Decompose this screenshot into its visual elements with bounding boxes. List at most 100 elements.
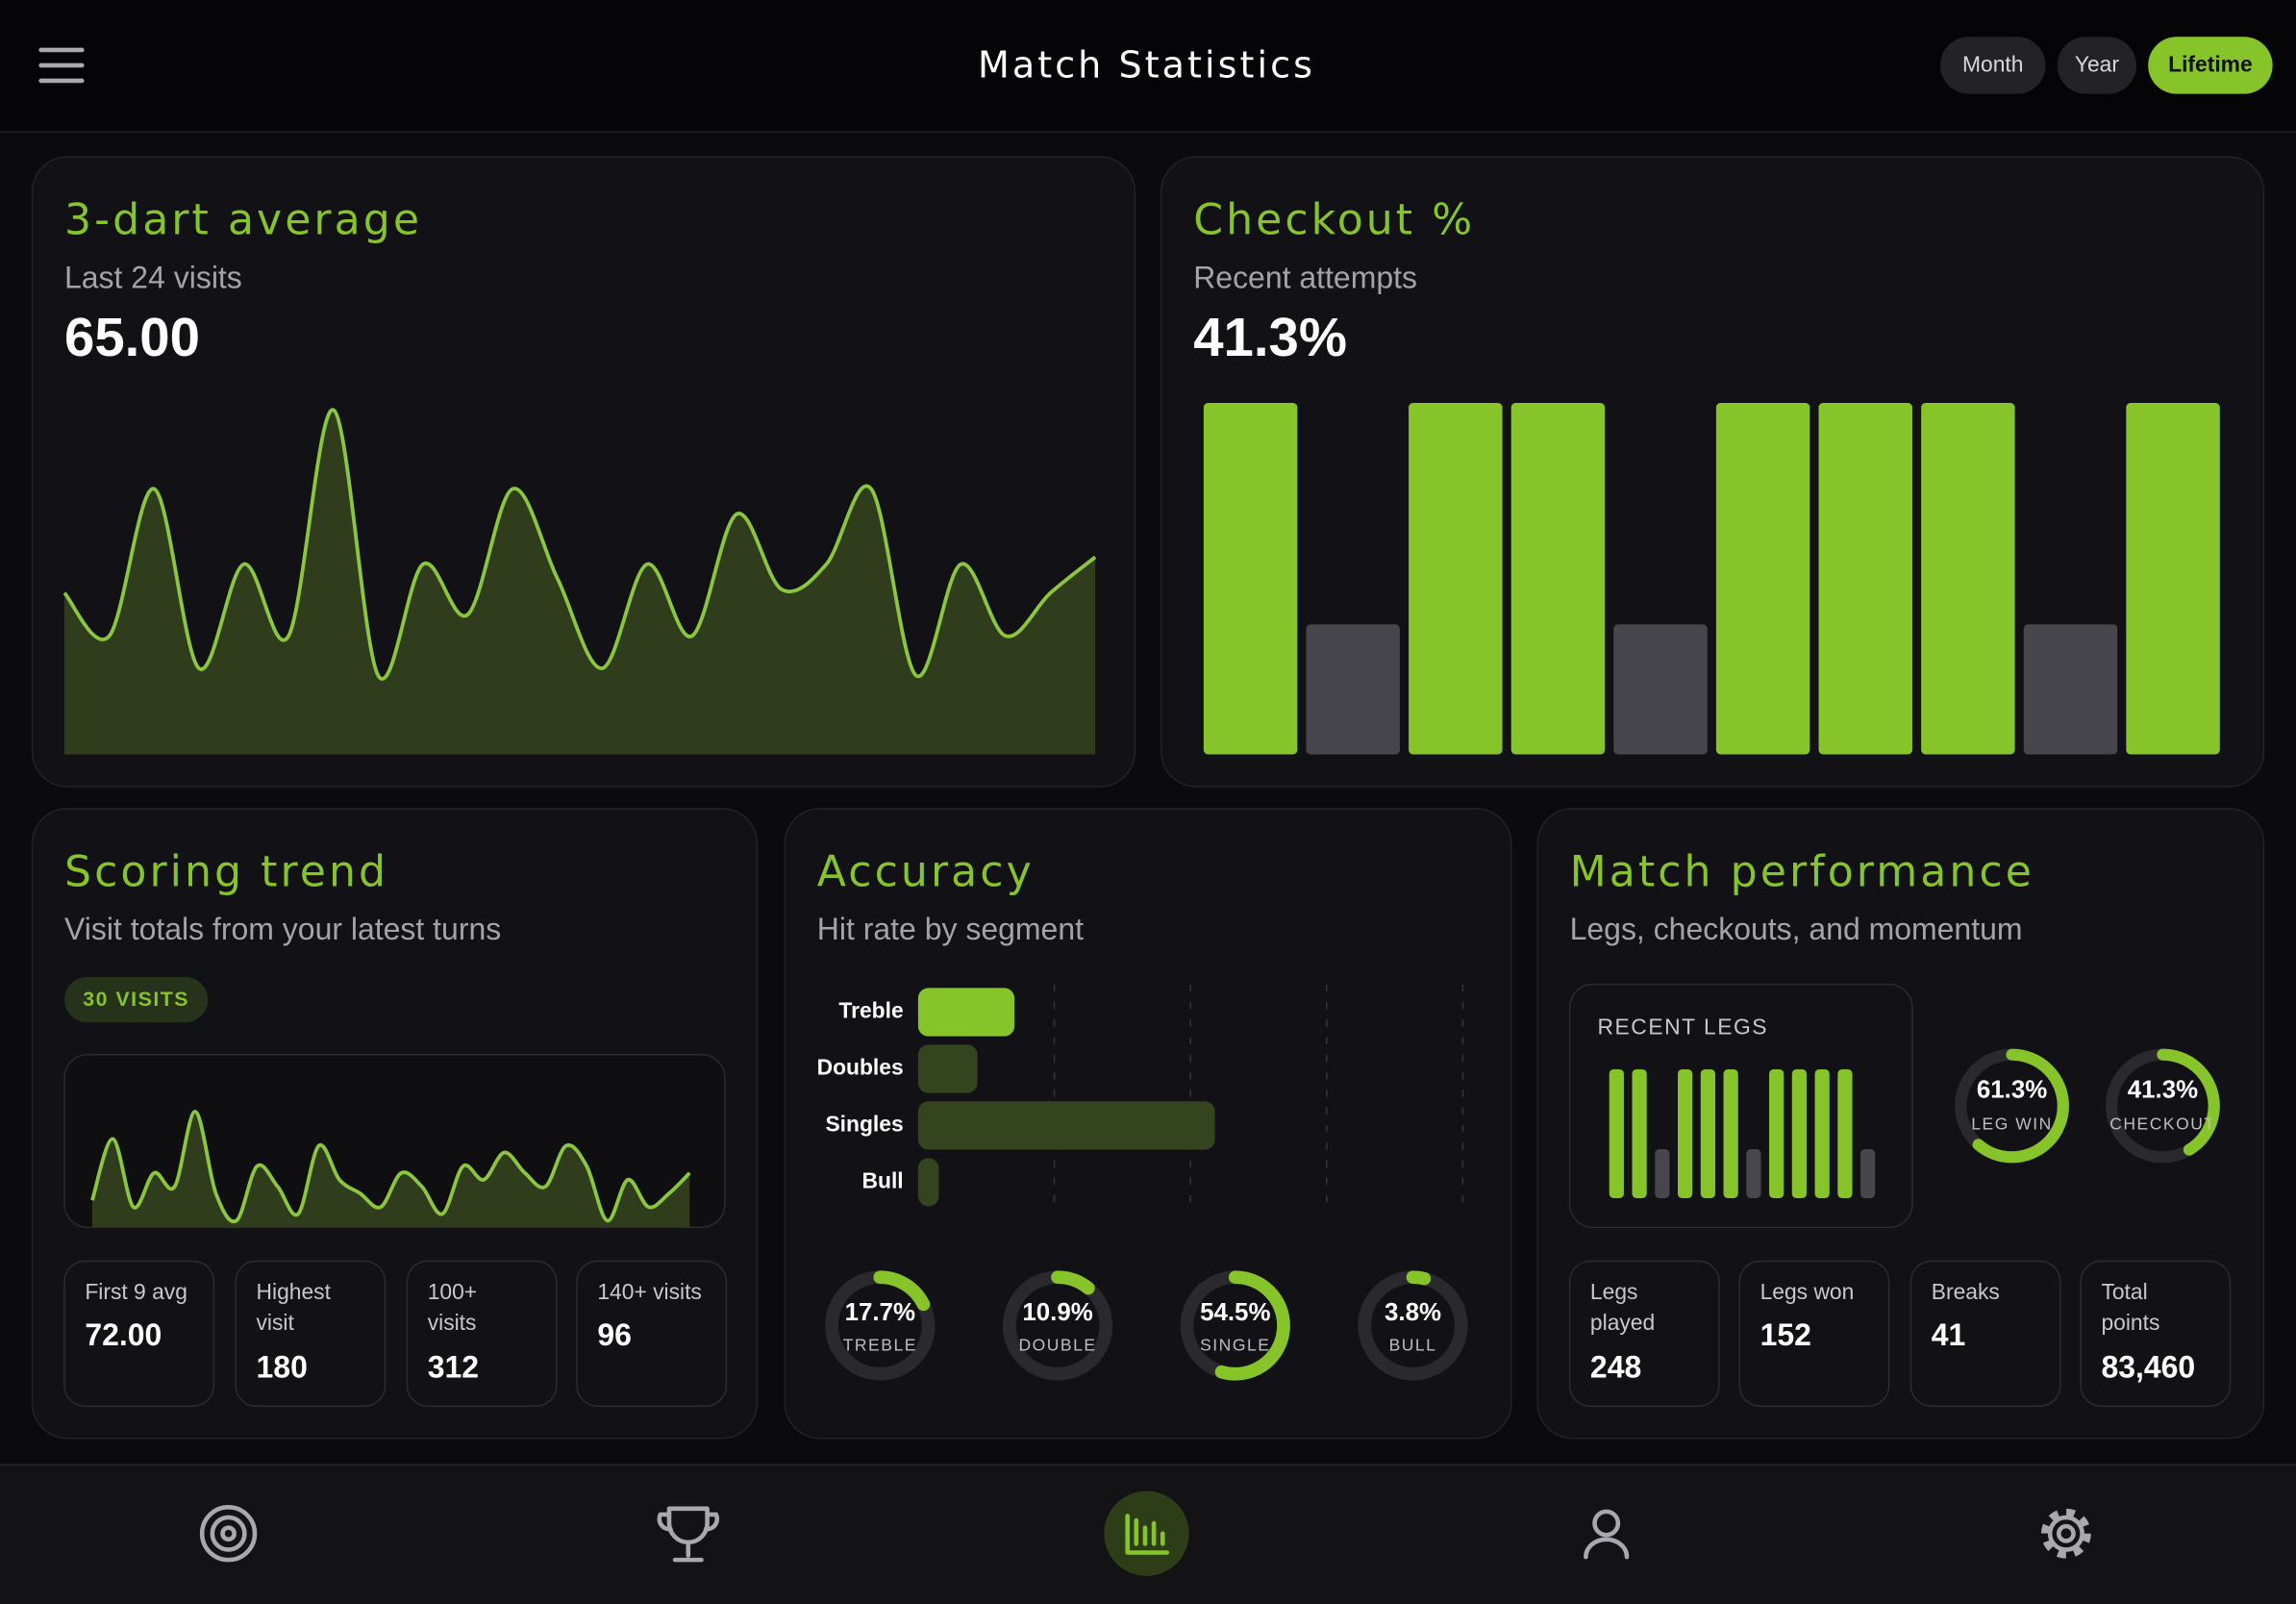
segment-label: Bull (862, 1167, 904, 1192)
bar (917, 988, 1015, 1037)
stat-label-line: points (2101, 1310, 2159, 1335)
leg-bar (1791, 1068, 1808, 1198)
period-label: Year (2075, 52, 2120, 77)
stat-value: 41 (1932, 1317, 1966, 1352)
leg-bar (1700, 1068, 1715, 1198)
bar (1818, 402, 1912, 755)
area (64, 410, 1096, 755)
period-button[interactable] (1939, 37, 2046, 94)
ring-value: 3.8% (1385, 1299, 1441, 1326)
leg-bar (1814, 1068, 1830, 1198)
menu-button[interactable] (38, 47, 85, 84)
stat-value: 248 (1590, 1350, 1641, 1385)
stat-box (2080, 1260, 2232, 1407)
stat-box (406, 1260, 558, 1407)
line (62, 408, 1097, 681)
stat-label: Legs won (1760, 1279, 1855, 1304)
big-value: 65.00 (64, 307, 200, 367)
card-subtitle: Hit rate by segment (817, 912, 1084, 946)
period-button[interactable] (2148, 37, 2273, 94)
card-subtitle: Visit totals from your latest turns (64, 912, 501, 946)
legs-title: RECENT LEGS (1598, 1014, 1768, 1039)
card-subtitle: Legs, checkouts, and momentum (1570, 912, 2023, 946)
bar (1203, 402, 1298, 755)
segment-label: Singles (825, 1111, 903, 1136)
stat-value: 312 (428, 1350, 479, 1385)
stat-box (1738, 1260, 1890, 1407)
stat-box (576, 1260, 728, 1407)
stat-label-line: visits (428, 1310, 477, 1335)
stat-box (235, 1260, 387, 1407)
ring-value: 54.5% (1200, 1299, 1270, 1326)
ring-value: 17.7% (845, 1299, 915, 1326)
ring-value: 61.3% (1977, 1077, 2047, 1104)
ring-label: CHECKOUT (2109, 1114, 2215, 1133)
stat-label: Total points (2101, 1279, 2159, 1335)
nav-settings[interactable] (2041, 1508, 2091, 1559)
ring-label: TREBLE (843, 1335, 917, 1354)
stat-label: Highest visit (257, 1279, 337, 1335)
bar (1921, 402, 2015, 755)
ring-value: 41.3% (2128, 1077, 2198, 1104)
stat-value: 152 (1760, 1317, 1811, 1352)
ring-label: BULL (1389, 1335, 1437, 1354)
card-title: Match performance (1570, 847, 2034, 896)
bar (1306, 624, 1400, 755)
period-label: Lifetime (2168, 52, 2253, 77)
segment-label: Doubles (817, 1055, 904, 1080)
bar (917, 1158, 939, 1207)
ring-label: LEG WIN (1971, 1114, 2053, 1133)
stat-label: 140+ visits (597, 1279, 702, 1304)
leg-bar (1860, 1149, 1876, 1198)
stat-label-line: Highest (257, 1279, 337, 1304)
stat-label-line: Legs (1590, 1279, 1644, 1304)
stat-label: 100+ visits (428, 1279, 484, 1335)
nav-trophy[interactable] (657, 1506, 720, 1563)
leg-bar (1678, 1068, 1693, 1198)
stat-label: Legs played (1590, 1279, 1655, 1335)
badge (64, 976, 209, 1023)
badge-label: 30 VISITS (83, 988, 189, 1011)
card-subtitle: Recent attempts (1193, 261, 1417, 295)
stat-box (1568, 1260, 1720, 1407)
card-title: Accuracy (817, 847, 1035, 896)
stat-label-line: visit (257, 1310, 295, 1335)
big-value: 41.3% (1193, 307, 1347, 367)
period-label: Month (1962, 52, 2023, 77)
stat-value: 83,460 (2101, 1350, 2195, 1385)
area (91, 1112, 690, 1228)
bar (2126, 402, 2220, 755)
stat-label-line: played (1590, 1310, 1655, 1335)
period-button[interactable] (2057, 37, 2136, 94)
bar (1510, 402, 1606, 755)
card-subtitle: Last 24 visits (64, 261, 242, 295)
leg-bar (1837, 1068, 1853, 1198)
leg-bar (1723, 1068, 1738, 1198)
nav-play[interactable] (199, 1505, 258, 1563)
ring-progress (1180, 1270, 1290, 1381)
nav-profile[interactable] (1584, 1509, 1630, 1560)
header-bar (0, 0, 2296, 133)
card-title: Scoring trend (64, 847, 388, 896)
stat-value: 180 (257, 1350, 308, 1385)
stat-box (1909, 1260, 2061, 1407)
stat-box (63, 1260, 215, 1407)
ring-progress (1358, 1270, 1468, 1381)
stat-label-line: 100+ (428, 1279, 484, 1304)
nav-stats[interactable] (1125, 1514, 1170, 1555)
bar (917, 1044, 978, 1093)
stat-label-line: Total (2101, 1279, 2154, 1304)
page-title: Match Statistics (978, 44, 1315, 87)
stat-value: 72.00 (85, 1317, 162, 1352)
ring-progress (1955, 1048, 2069, 1164)
bar (1409, 402, 1503, 755)
ring-progress (825, 1270, 936, 1381)
bar (917, 1101, 1215, 1150)
bar (1715, 402, 1810, 755)
bar (1613, 624, 1708, 755)
ring-progress (2106, 1048, 2220, 1164)
stat-value: 96 (597, 1317, 632, 1352)
ring-value: 10.9% (1022, 1299, 1092, 1326)
leg-bar (1609, 1068, 1624, 1198)
